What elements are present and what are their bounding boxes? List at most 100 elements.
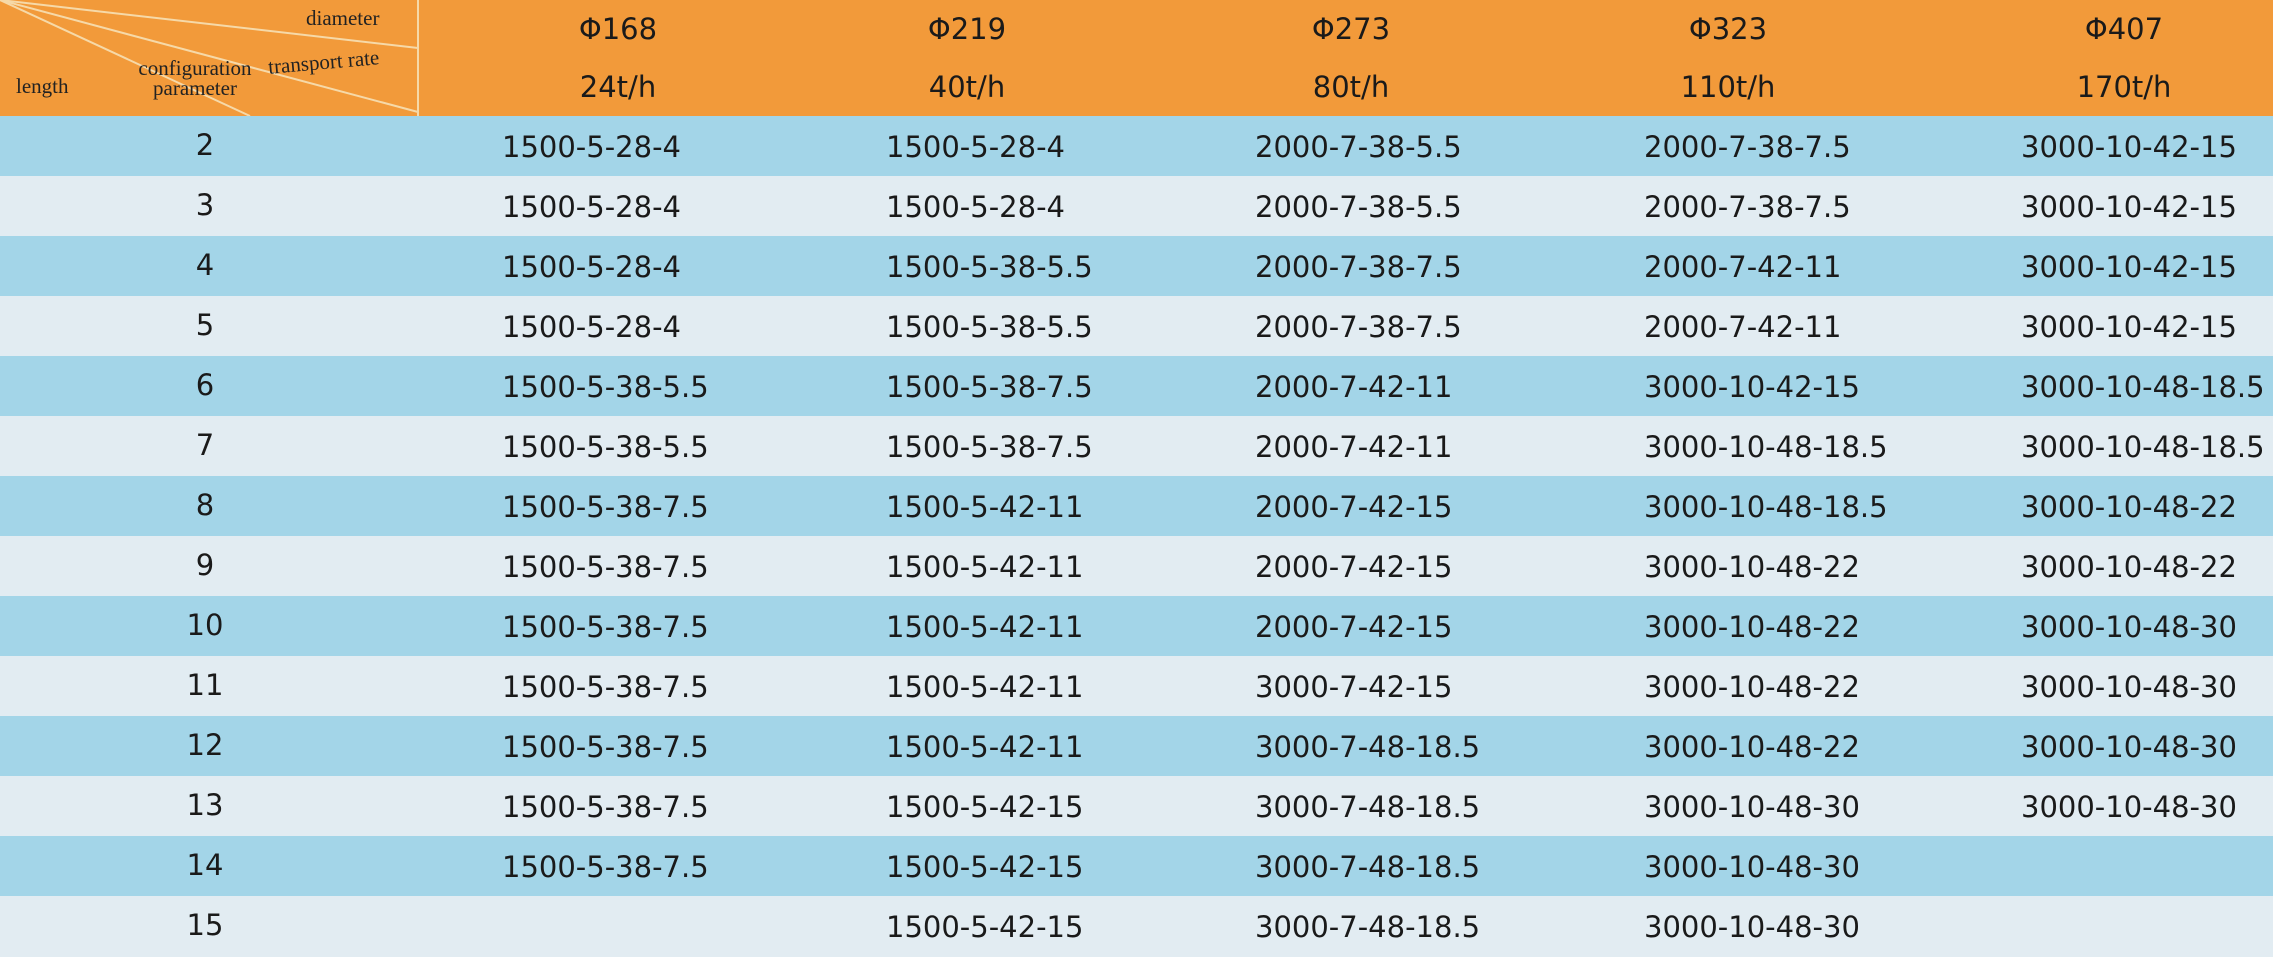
config-cell: 3000-10-48-22 [2021, 550, 2237, 584]
column-rate: 170t/h [2076, 70, 2172, 104]
config-cell: 3000-7-48-18.5 [1255, 790, 1481, 824]
table-row: 10 1500-5-38-7.5 1500-5-42-11 2000-7-42-15 3… [0, 596, 2273, 656]
config-cell: 3000-10-48-30 [1644, 850, 1860, 884]
column-rate: 40t/h [928, 70, 1006, 104]
config-cell: 2000-7-38-7.5 [1255, 310, 1462, 344]
config-cell: 1500-5-38-5.5 [886, 250, 1093, 284]
length-cell: 2 [195, 128, 215, 162]
table-header: diameter transport rate configuration pa… [0, 0, 2273, 116]
corner-label: configuration parameter [138, 56, 252, 100]
config-cell: 3000-10-48-18.5 [2021, 430, 2265, 464]
config-cell: 1500-5-42-11 [886, 610, 1084, 644]
corner-label: length [16, 74, 69, 98]
config-cell: 3000-7-48-18.5 [1255, 850, 1481, 884]
table-row: 11 1500-5-38-7.5 1500-5-42-11 3000-7-42-15 3… [0, 656, 2273, 716]
config-cell: 1500-5-38-5.5 [502, 370, 709, 404]
length-cell: 8 [195, 488, 215, 522]
table-row: 7 1500-5-38-5.5 1500-5-38-7.5 2000-7-42-11 3… [0, 416, 2273, 476]
config-cell: 3000-10-48-30 [2021, 670, 2237, 704]
length-cell: 3 [195, 188, 215, 222]
config-cell: 3000-10-48-18.5 [1644, 430, 1888, 464]
config-cell: 3000-10-48-30 [1644, 790, 1860, 824]
config-cell: 1500-5-28-4 [502, 190, 681, 224]
table-row: 14 1500-5-38-7.5 1500-5-42-15 3000-7-48-18.… [0, 836, 2273, 896]
config-cell: 2000-7-42-11 [1255, 370, 1453, 404]
config-cell: 3000-10-48-22 [1644, 610, 1860, 644]
config-cell: 2000-7-38-7.5 [1255, 250, 1462, 284]
config-cell: 2000-7-38-5.5 [1255, 130, 1462, 164]
config-cell: 3000-10-48-22 [1644, 670, 1860, 704]
config-cell: 3000-10-48-30 [2021, 790, 2237, 824]
column-diameter: Φ273 [1311, 12, 1391, 46]
config-cell: 3000-10-48-22 [1644, 730, 1860, 764]
config-cell: 3000-10-48-30 [2021, 730, 2237, 764]
length-cell: 11 [186, 668, 224, 702]
config-cell: 2000-7-42-15 [1255, 490, 1453, 524]
config-cell: 3000-10-42-15 [2021, 250, 2237, 284]
length-cell: 7 [195, 428, 215, 462]
config-cell: 1500-5-28-4 [886, 130, 1065, 164]
table-row: 13 1500-5-38-7.5 1500-5-42-15 3000-7-48-18.… [0, 776, 2273, 836]
config-cell: 1500-5-28-4 [502, 310, 681, 344]
config-cell: 2000-7-42-15 [1255, 610, 1453, 644]
config-cell: 1500-5-42-11 [886, 670, 1084, 704]
config-cell: 3000-10-48-18.5 [2021, 370, 2265, 404]
config-cell: 1500-5-38-7.5 [502, 610, 709, 644]
config-cell: 1500-5-28-4 [502, 130, 681, 164]
config-cell: 1500-5-38-7.5 [502, 790, 709, 824]
config-cell: 3000-10-48-30 [1644, 910, 1860, 944]
config-cell: 1500-5-42-11 [886, 730, 1084, 764]
length-cell: 9 [195, 548, 215, 582]
config-cell: 3000-10-48-18.5 [1644, 490, 1888, 524]
corner-label: diameter [306, 6, 380, 30]
length-cell: 5 [195, 308, 215, 342]
column-rate: 110t/h [1680, 70, 1776, 104]
config-cell: 3000-10-42-15 [2021, 310, 2237, 344]
column-diameter: Φ168 [578, 12, 658, 46]
config-cell: 2000-7-38-7.5 [1644, 190, 1851, 224]
config-cell: 1500-5-38-7.5 [886, 370, 1093, 404]
column-diameter: Φ323 [1688, 12, 1768, 46]
config-cell: 1500-5-42-15 [886, 910, 1084, 944]
column-diameter: Φ219 [927, 12, 1007, 46]
config-cell: 3000-10-42-15 [2021, 130, 2237, 164]
config-cell: 2000-7-42-11 [1255, 430, 1453, 464]
config-cell: 1500-5-38-7.5 [502, 490, 709, 524]
length-cell: 10 [186, 608, 224, 642]
config-cell: 1500-5-38-7.5 [502, 850, 709, 884]
config-cell: 1500-5-42-15 [886, 850, 1084, 884]
table-row: 5 1500-5-28-4 1500-5-38-5.5 2000-7-38-7.5 20… [0, 296, 2273, 356]
table-row: 15 1500-5-42-15 3000-7-48-18.5 3000-10-48-3… [0, 896, 2273, 956]
config-cell: 1500-5-28-4 [502, 250, 681, 284]
config-cell: 1500-5-28-4 [886, 190, 1065, 224]
config-cell: 2000-7-42-11 [1644, 250, 1842, 284]
column-diameter: Φ407 [2084, 12, 2164, 46]
length-cell: 12 [186, 728, 224, 762]
config-cell: 1500-5-38-5.5 [502, 430, 709, 464]
table-row: 12 1500-5-38-7.5 1500-5-42-11 3000-7-48-18.… [0, 716, 2273, 776]
config-cell: 2000-7-38-5.5 [1255, 190, 1462, 224]
config-cell: 3000-7-42-15 [1255, 670, 1453, 704]
config-cell: 3000-10-48-30 [2021, 610, 2237, 644]
config-cell: 1500-5-42-11 [886, 550, 1084, 584]
config-cell: 3000-10-48-22 [1644, 550, 1860, 584]
table-row: 6 1500-5-38-5.5 1500-5-38-7.5 2000-7-42-11 3… [0, 356, 2273, 416]
length-cell: 13 [186, 788, 224, 822]
length-cell: 6 [195, 368, 215, 402]
config-cell: 2000-7-42-11 [1644, 310, 1842, 344]
table-row: 3 1500-5-28-4 1500-5-28-4 2000-7-38-5.5 2000… [0, 176, 2273, 236]
table-row: 2 1500-5-28-4 1500-5-28-4 2000-7-38-5.5 2000… [0, 116, 2273, 176]
length-cell: 4 [195, 248, 215, 282]
config-cell: 3000-10-42-15 [1644, 370, 1860, 404]
column-rate: 80t/h [1312, 70, 1390, 104]
column-rate: 24t/h [579, 70, 657, 104]
config-cell: 3000-7-48-18.5 [1255, 910, 1481, 944]
config-cell: 1500-5-42-11 [886, 490, 1084, 524]
table-row: 9 1500-5-38-7.5 1500-5-42-11 2000-7-42-15 30… [0, 536, 2273, 596]
table-row: 8 1500-5-38-7.5 1500-5-42-11 2000-7-42-15 30… [0, 476, 2273, 536]
config-cell: 1500-5-38-7.5 [502, 730, 709, 764]
config-cell: 3000-10-42-15 [2021, 190, 2237, 224]
config-cell: 1500-5-38-7.5 [502, 550, 709, 584]
config-cell: 3000-10-48-22 [2021, 490, 2237, 524]
